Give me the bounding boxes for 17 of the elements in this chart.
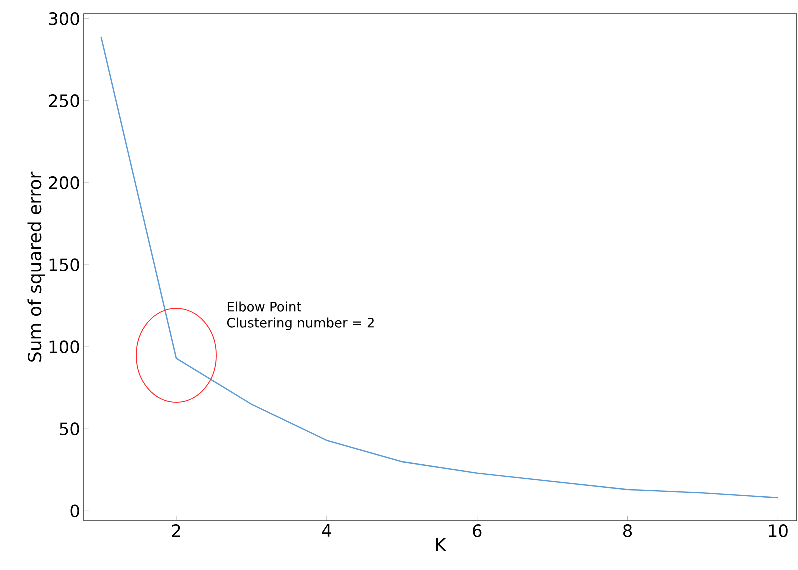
y-tick-label: 50 — [60, 422, 80, 436]
y-tick-label: 150 — [50, 258, 80, 272]
y-tick-label: 0 — [70, 504, 80, 518]
y-tick-label: 250 — [49, 94, 80, 108]
x-tick-label: 10 — [769, 524, 788, 538]
y-axis-title: Sum of squared error — [28, 172, 46, 362]
x-tick-label: 4 — [322, 524, 332, 537]
y-tick-label: 100 — [50, 340, 80, 354]
line-series — [100, 36, 779, 499]
x-axis-title: K — [436, 538, 447, 552]
y-tick-label: 200 — [49, 176, 80, 190]
annotation: Elbow Point — [228, 302, 302, 312]
annotation: Clustering number = 2 — [227, 318, 374, 330]
x-tick-label: 8 — [624, 524, 632, 538]
x-tick-label: 6 — [473, 524, 482, 538]
y-tick-label: 300 — [49, 12, 80, 26]
x-tick-label: 2 — [172, 524, 180, 538]
